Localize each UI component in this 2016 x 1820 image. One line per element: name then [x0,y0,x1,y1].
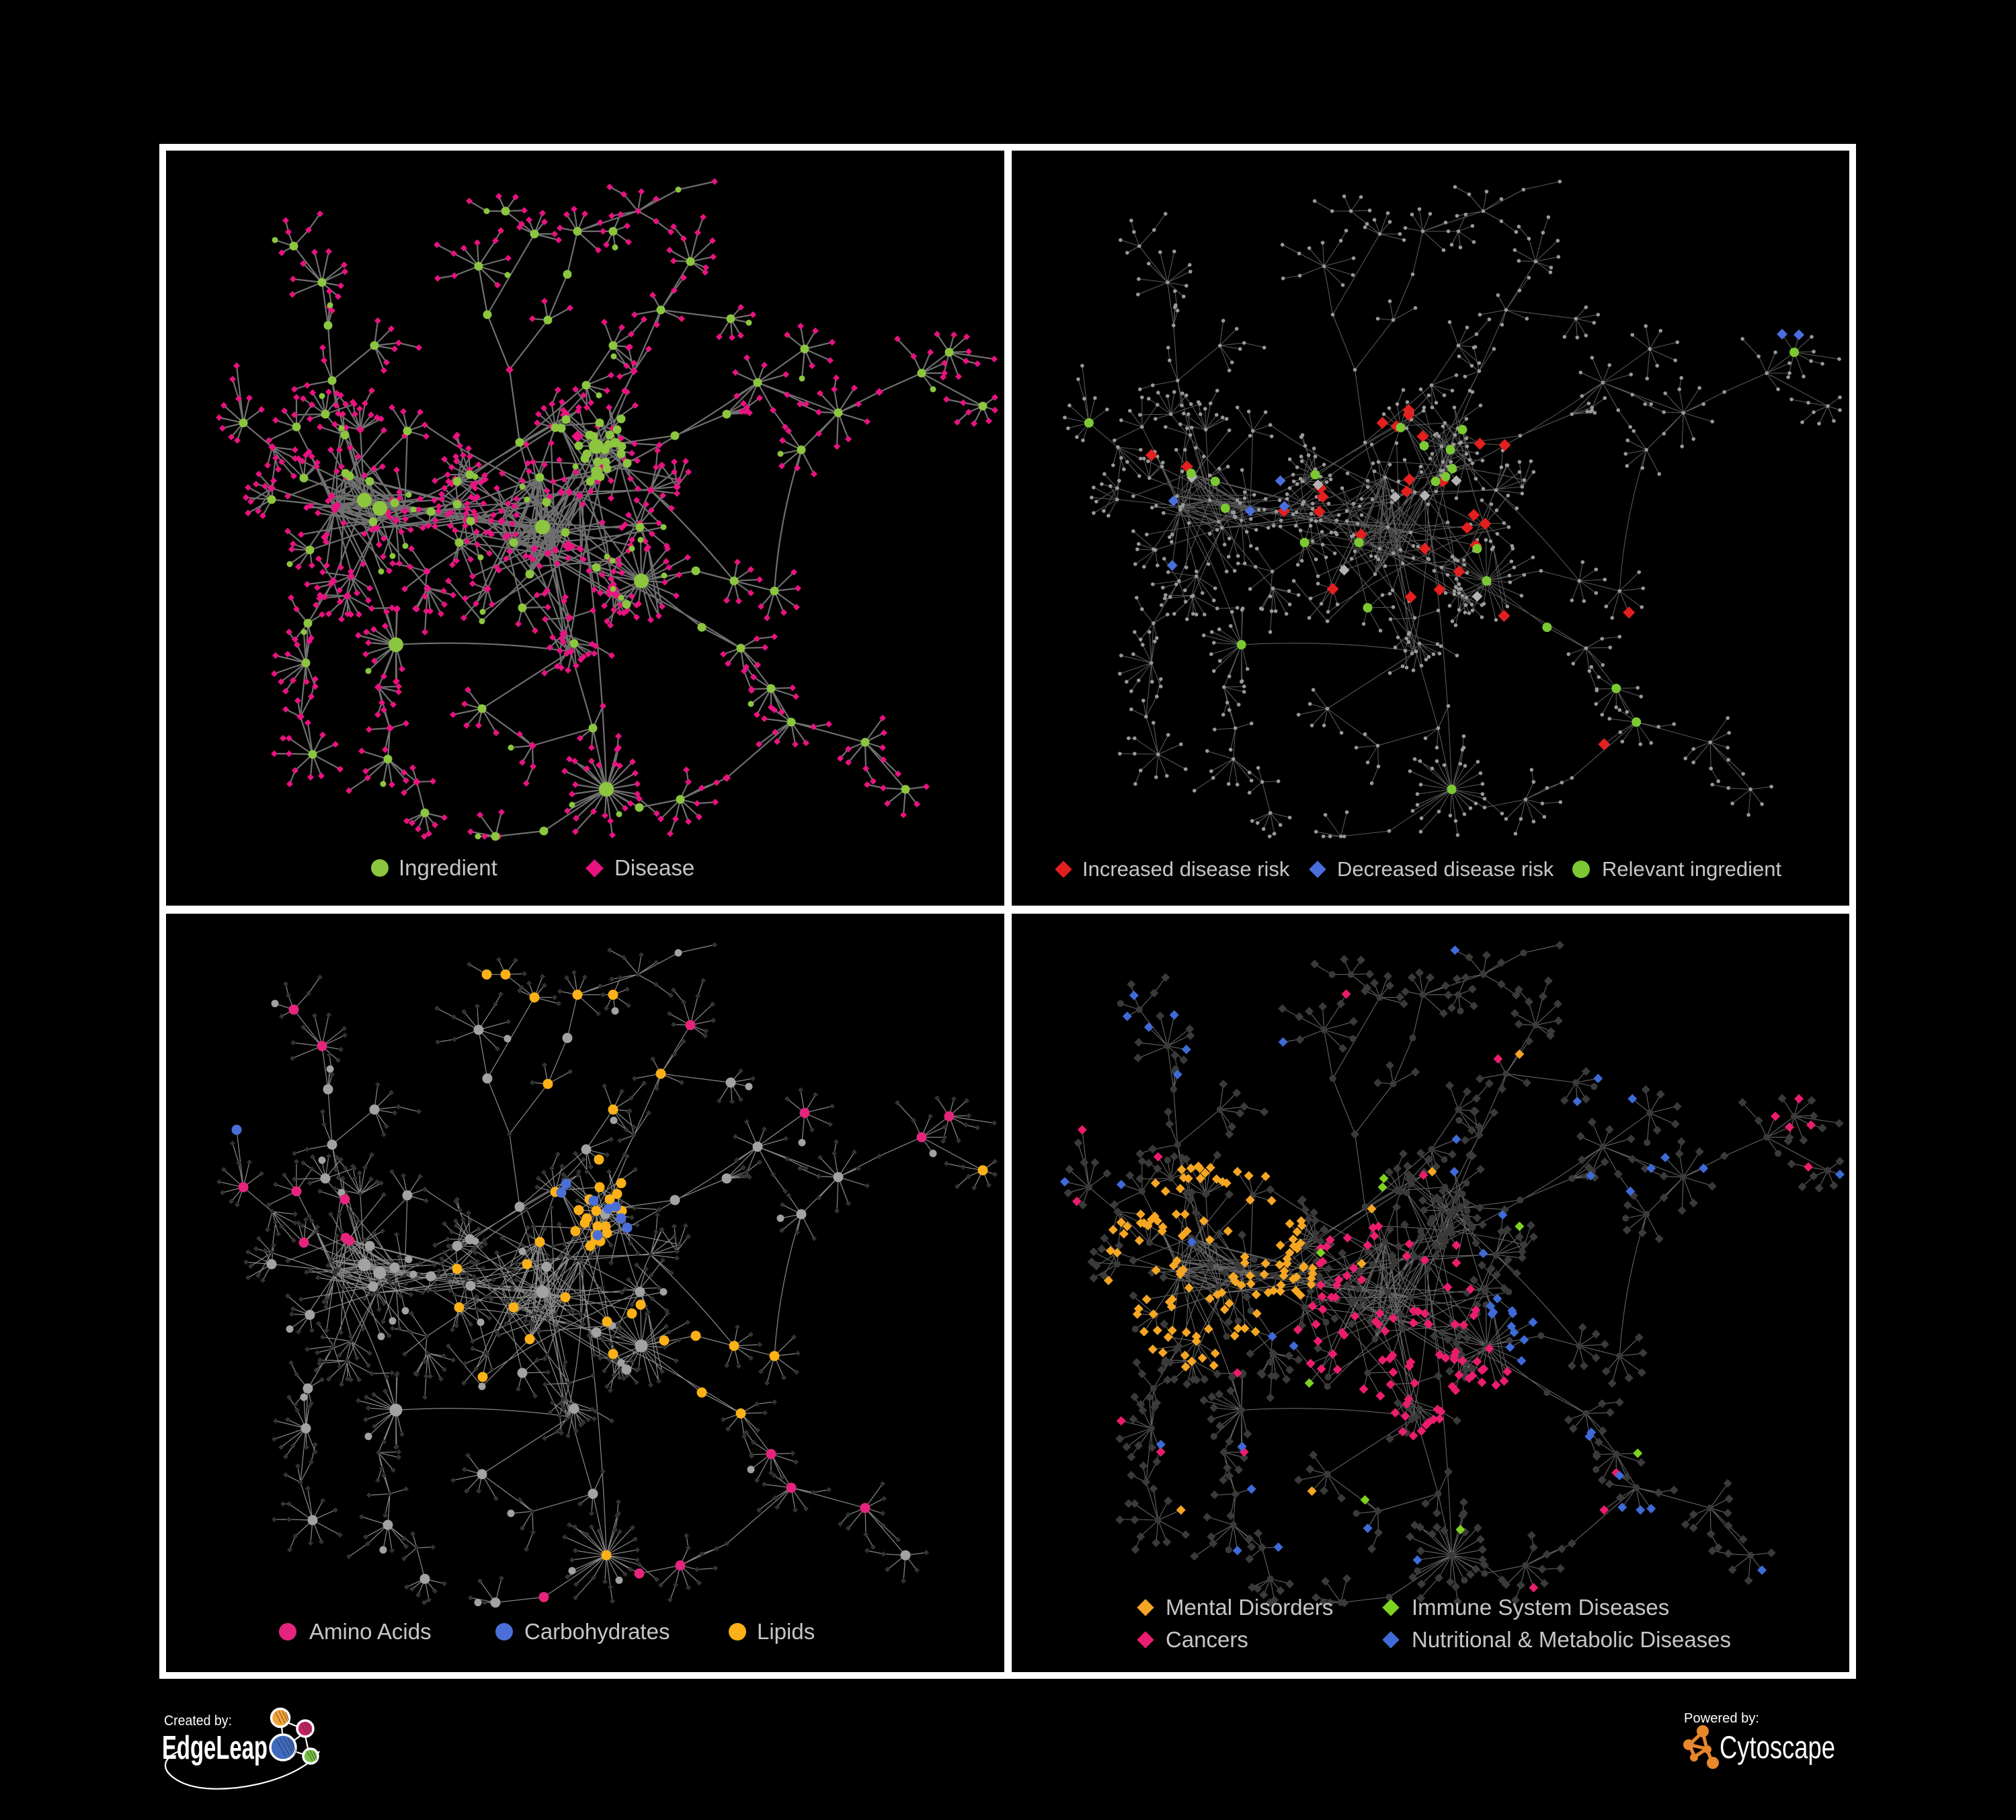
svg-text:EdgeLeap: EdgeLeap [162,1730,268,1766]
svg-text:Cytoscape: Cytoscape [1720,1729,1835,1765]
svg-text:Created by:: Created by: [164,1713,232,1729]
svg-text:Powered by:: Powered by: [1684,1711,1759,1726]
